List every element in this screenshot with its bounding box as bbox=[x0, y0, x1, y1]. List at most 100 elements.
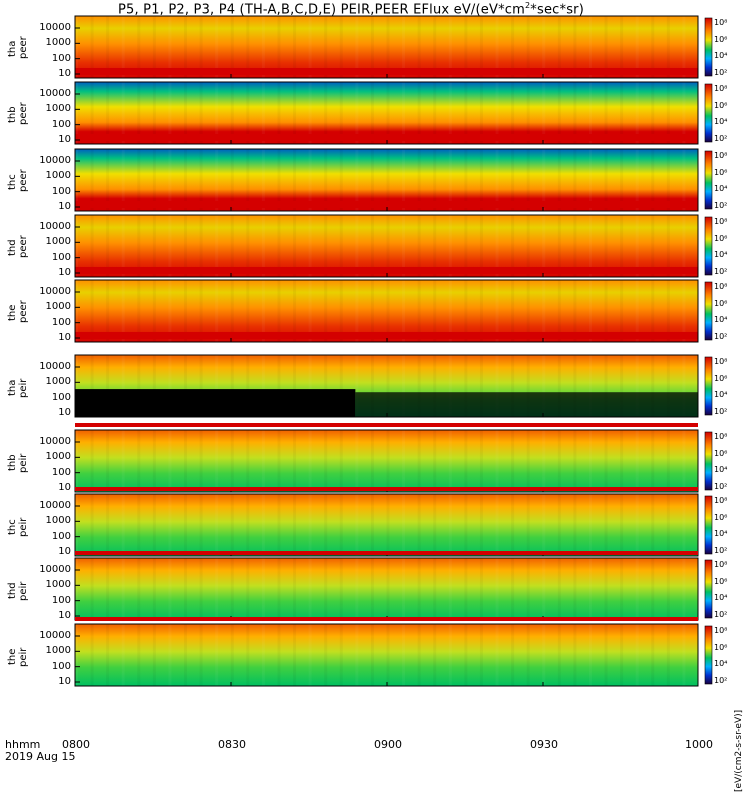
texture-stripe bbox=[386, 149, 390, 211]
texture-stripe bbox=[557, 82, 561, 144]
texture-stripe bbox=[464, 149, 468, 211]
texture-stripe bbox=[121, 280, 125, 342]
texture-stripe bbox=[526, 558, 530, 620]
texture-stripe bbox=[495, 16, 499, 78]
low-energy-band bbox=[75, 134, 698, 141]
colorbar-tick-label: 10² bbox=[714, 134, 728, 143]
low-energy-band bbox=[75, 68, 698, 75]
texture-stripe bbox=[308, 558, 312, 620]
texture-stripe bbox=[386, 494, 390, 556]
colorbar-tick-label: 10⁴ bbox=[714, 250, 728, 260]
texture-stripe bbox=[90, 82, 94, 144]
texture-stripe bbox=[261, 355, 265, 417]
texture-stripe bbox=[137, 624, 141, 686]
texture-stripe bbox=[106, 624, 110, 686]
texture-stripe bbox=[324, 280, 328, 342]
texture-stripe bbox=[635, 494, 639, 556]
texture-stripe bbox=[479, 149, 483, 211]
texture-stripe bbox=[526, 82, 530, 144]
texture-stripe bbox=[277, 215, 281, 277]
texture-stripe bbox=[199, 16, 203, 78]
x-tick-label: 0900 bbox=[374, 738, 402, 751]
texture-stripe bbox=[370, 624, 374, 686]
texture-stripe bbox=[495, 494, 499, 556]
y-tick-label: 1000 bbox=[45, 579, 71, 591]
texture-stripe bbox=[355, 558, 359, 620]
texture-stripe bbox=[246, 149, 250, 211]
texture-stripe bbox=[168, 558, 172, 620]
colorbar-tick-label: 10² bbox=[714, 610, 728, 619]
texture-stripe bbox=[324, 494, 328, 556]
texture-stripe bbox=[277, 494, 281, 556]
texture-stripe bbox=[651, 558, 655, 620]
texture-stripe bbox=[246, 624, 250, 686]
texture-stripe bbox=[682, 280, 686, 342]
texture-stripe bbox=[464, 280, 468, 342]
x-tick-label: 0830 bbox=[218, 738, 246, 751]
texture-stripe bbox=[573, 280, 577, 342]
texture-stripe bbox=[511, 280, 515, 342]
probe-label: thc bbox=[7, 174, 18, 190]
texture-stripe bbox=[355, 494, 359, 556]
texture-stripe bbox=[293, 355, 297, 417]
probe-label: tha bbox=[7, 379, 18, 396]
texture-stripe bbox=[620, 82, 624, 144]
texture-stripe bbox=[542, 355, 546, 417]
y-tick-label: 10 bbox=[58, 546, 71, 557]
texture-stripe bbox=[152, 494, 156, 556]
panel-separator bbox=[75, 423, 698, 427]
texture-stripe bbox=[635, 149, 639, 211]
y-tick-label: 10000 bbox=[39, 221, 71, 232]
texture-stripe bbox=[230, 494, 234, 556]
x-tick-label: 0930 bbox=[530, 738, 558, 751]
low-energy-band bbox=[75, 332, 698, 339]
texture-stripe bbox=[588, 82, 592, 144]
texture-stripe bbox=[370, 16, 374, 78]
texture-stripe bbox=[386, 280, 390, 342]
texture-stripe bbox=[542, 494, 546, 556]
y-tick-label: 100 bbox=[51, 594, 71, 606]
texture-stripe bbox=[573, 494, 577, 556]
texture-stripe bbox=[293, 215, 297, 277]
texture-stripe bbox=[293, 430, 297, 492]
texture-stripe bbox=[448, 280, 452, 342]
colorbar-tick-label: 10² bbox=[714, 676, 728, 685]
texture-stripe bbox=[511, 82, 515, 144]
texture-stripe bbox=[448, 430, 452, 492]
panel-separator bbox=[75, 551, 698, 555]
texture-stripe bbox=[651, 624, 655, 686]
texture-stripe bbox=[495, 430, 499, 492]
texture-stripe bbox=[324, 215, 328, 277]
texture-stripe bbox=[184, 16, 188, 78]
texture-stripe bbox=[137, 558, 141, 620]
texture-stripe bbox=[137, 82, 141, 144]
texture-stripe bbox=[526, 215, 530, 277]
colorbar-tick-label: 10⁶ bbox=[714, 512, 728, 522]
texture-stripe bbox=[355, 82, 359, 144]
texture-stripe bbox=[215, 494, 219, 556]
texture-stripe bbox=[184, 494, 188, 556]
texture-stripe bbox=[355, 16, 359, 78]
colorbar-tick-label: 10⁴ bbox=[714, 529, 728, 539]
texture-stripe bbox=[324, 355, 328, 417]
texture-stripe bbox=[526, 149, 530, 211]
texture-stripe bbox=[339, 215, 343, 277]
panel-separator bbox=[75, 617, 698, 621]
texture-stripe bbox=[199, 430, 203, 492]
texture-stripe bbox=[339, 624, 343, 686]
texture-stripe bbox=[511, 430, 515, 492]
texture-stripe bbox=[666, 355, 670, 417]
colorbar-tick-label: 10⁶ bbox=[714, 448, 728, 458]
texture-stripe bbox=[199, 149, 203, 211]
texture-stripe bbox=[448, 558, 452, 620]
texture-stripe bbox=[511, 215, 515, 277]
texture-stripe bbox=[651, 215, 655, 277]
texture-stripe bbox=[215, 215, 219, 277]
species-label: peer bbox=[18, 36, 29, 59]
texture-stripe bbox=[339, 149, 343, 211]
texture-stripe bbox=[277, 558, 281, 620]
species-label: peer bbox=[18, 235, 29, 258]
y-tick-label: 10000 bbox=[39, 88, 71, 99]
texture-stripe bbox=[121, 624, 125, 686]
